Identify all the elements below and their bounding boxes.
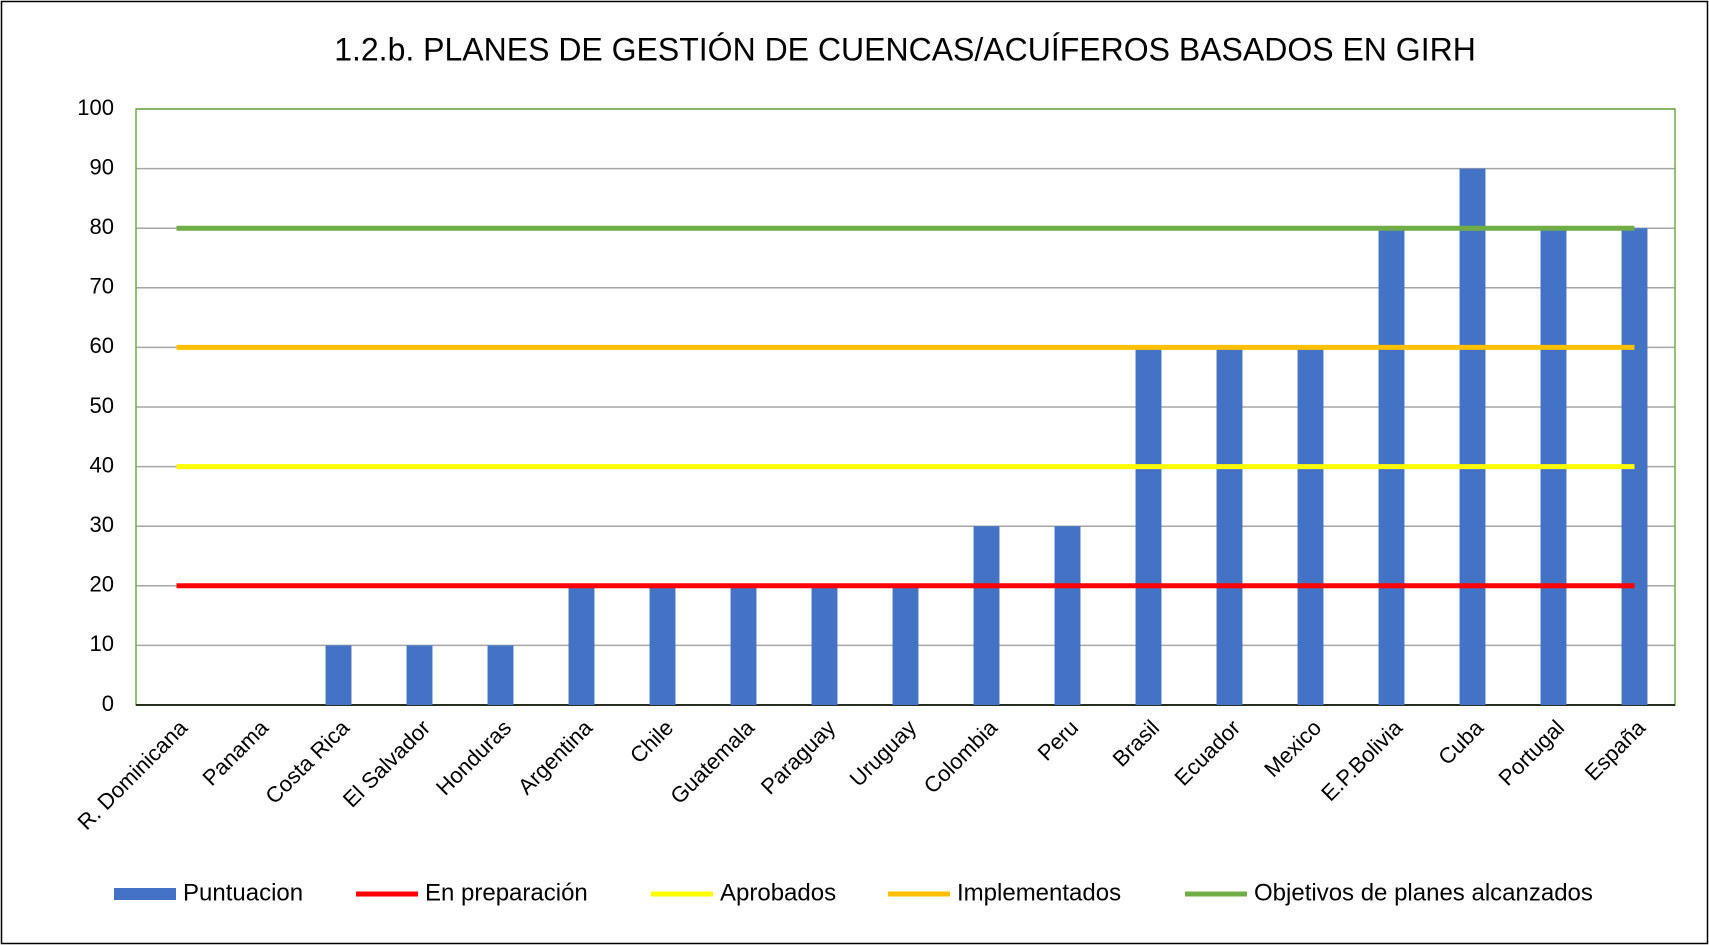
y-tick-label: 20 <box>90 572 114 597</box>
chart-title: 1.2.b. PLANES DE GESTIÓN DE CUENCAS/ACUÍ… <box>334 31 1476 67</box>
bar <box>1216 347 1243 705</box>
bar <box>1459 168 1486 706</box>
bar <box>1135 347 1162 705</box>
legend-swatch <box>114 888 176 900</box>
legend-label: Puntuacion <box>183 879 303 906</box>
y-tick-label: 10 <box>90 631 114 656</box>
bar <box>1054 526 1081 705</box>
y-tick-label: 70 <box>90 274 114 299</box>
bar <box>892 585 919 705</box>
y-tick-label: 30 <box>90 512 114 537</box>
y-tick-label: 100 <box>77 95 114 120</box>
bar <box>1297 347 1324 705</box>
legend-label: Objetivos de planes alcanzados <box>1254 879 1593 906</box>
y-tick-label: 0 <box>102 691 114 716</box>
bar <box>568 585 595 705</box>
y-tick-label: 80 <box>90 214 114 239</box>
y-tick-label: 90 <box>90 154 114 179</box>
bar <box>406 645 433 705</box>
bar <box>325 645 352 705</box>
legend-label: Implementados <box>957 879 1121 906</box>
bar <box>487 645 514 705</box>
legend-label: En preparación <box>425 879 588 906</box>
bar <box>811 585 838 705</box>
y-tick-label: 60 <box>90 333 114 358</box>
bar <box>649 585 676 705</box>
y-tick-label: 50 <box>90 393 114 418</box>
legend-label: Aprobados <box>720 879 836 906</box>
bar <box>973 526 1000 705</box>
bar <box>730 585 757 705</box>
y-tick-label: 40 <box>90 452 114 477</box>
